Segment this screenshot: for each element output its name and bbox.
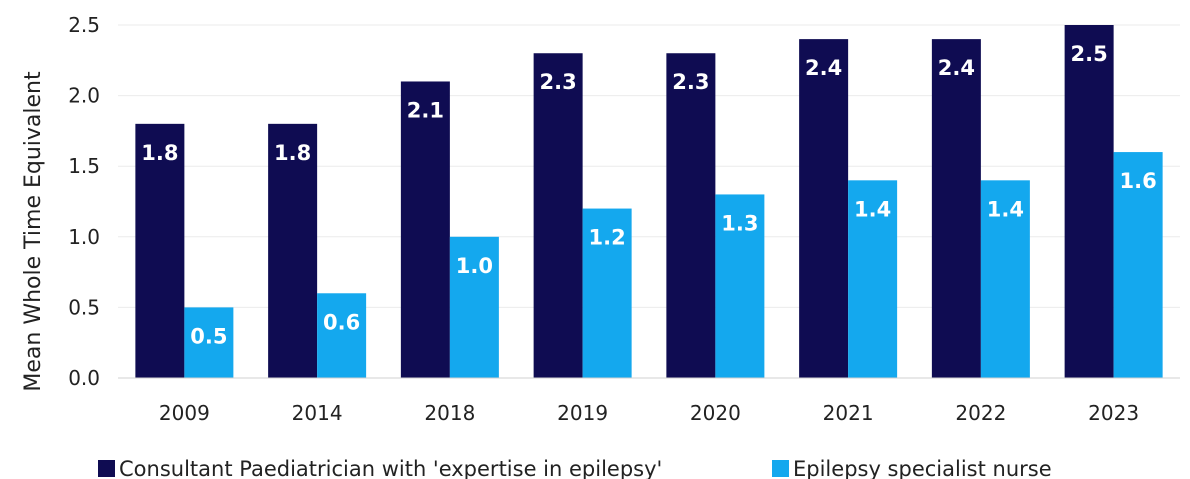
y-tick-label: 0.5: [68, 295, 100, 319]
bar-consultant-2019: [533, 53, 583, 379]
bar-consultant-2020: [666, 53, 716, 379]
legend-swatch: [772, 460, 789, 477]
x-tick-label: 2009: [159, 401, 210, 425]
x-tick-label: 2014: [292, 401, 343, 425]
legend: Consultant Paediatrician with 'expertise…: [98, 457, 1052, 479]
data-label: 1.6: [1120, 169, 1157, 193]
legend-label: Epilepsy specialist nurse: [793, 457, 1052, 479]
data-label: 1.8: [141, 141, 178, 165]
data-label: 1.2: [589, 226, 626, 250]
bar-nurse-2020: [715, 194, 765, 378]
x-tick-label: 2022: [955, 401, 1006, 425]
data-label: 2.3: [540, 70, 577, 94]
data-label: 1.3: [721, 211, 758, 235]
y-tick-label: 1.5: [68, 154, 100, 178]
bar-consultant-2023: [1064, 25, 1114, 378]
bar-nurse-2022: [980, 180, 1030, 378]
bar-nurse-2014: [317, 293, 367, 378]
data-label: 0.6: [323, 310, 360, 334]
legend-swatch: [98, 460, 115, 477]
y-tick-label: 2.5: [68, 13, 100, 37]
data-label: 1.0: [456, 254, 493, 278]
data-label: 2.3: [672, 70, 709, 94]
data-label: 2.4: [805, 56, 842, 80]
bar-consultant-2021: [799, 39, 849, 379]
bar-consultant-2022: [931, 39, 981, 379]
bar-nurse-2018: [449, 236, 499, 378]
bar-consultant-2014: [268, 123, 318, 378]
y-axis-ticks: 0.0 0.5 1.0 1.5 2.0 2.5: [68, 13, 100, 390]
y-tick-label: 1.0: [68, 225, 100, 249]
y-axis-label: Mean Whole Time Equivalent: [21, 71, 46, 392]
legend-label: Consultant Paediatrician with 'expertise…: [119, 457, 662, 479]
data-label: 1.4: [854, 197, 891, 221]
bar-nurse-2019: [582, 208, 632, 378]
bar-consultant-2018: [400, 81, 450, 378]
data-label: 1.8: [274, 141, 311, 165]
data-label: 1.4: [987, 197, 1024, 221]
bar-nurse-2009: [184, 307, 234, 378]
x-tick-label: 2023: [1088, 401, 1139, 425]
x-axis-ticks: 2009 2014 2018 2019 2020 2021 2022 2023: [159, 401, 1139, 425]
bar-nurse-2021: [848, 180, 898, 378]
bar-nurse-2023: [1113, 152, 1163, 378]
y-tick-label: 0.0: [68, 366, 100, 390]
data-label: 2.5: [1071, 42, 1108, 66]
data-label: 2.1: [407, 98, 444, 122]
data-label: 2.4: [938, 56, 975, 80]
bar-consultant-2009: [135, 123, 185, 378]
x-tick-label: 2018: [424, 401, 475, 425]
x-tick-label: 2019: [557, 401, 608, 425]
x-tick-label: 2021: [823, 401, 874, 425]
data-label: 0.5: [190, 324, 227, 348]
y-tick-label: 2.0: [68, 84, 100, 108]
x-tick-label: 2020: [690, 401, 741, 425]
bars: 1.8 0.5 1.8 0.6 2.1 1.0 2.3 1.2 2.3 1.3 2.4 1.4 2.4 1…: [135, 25, 1163, 379]
